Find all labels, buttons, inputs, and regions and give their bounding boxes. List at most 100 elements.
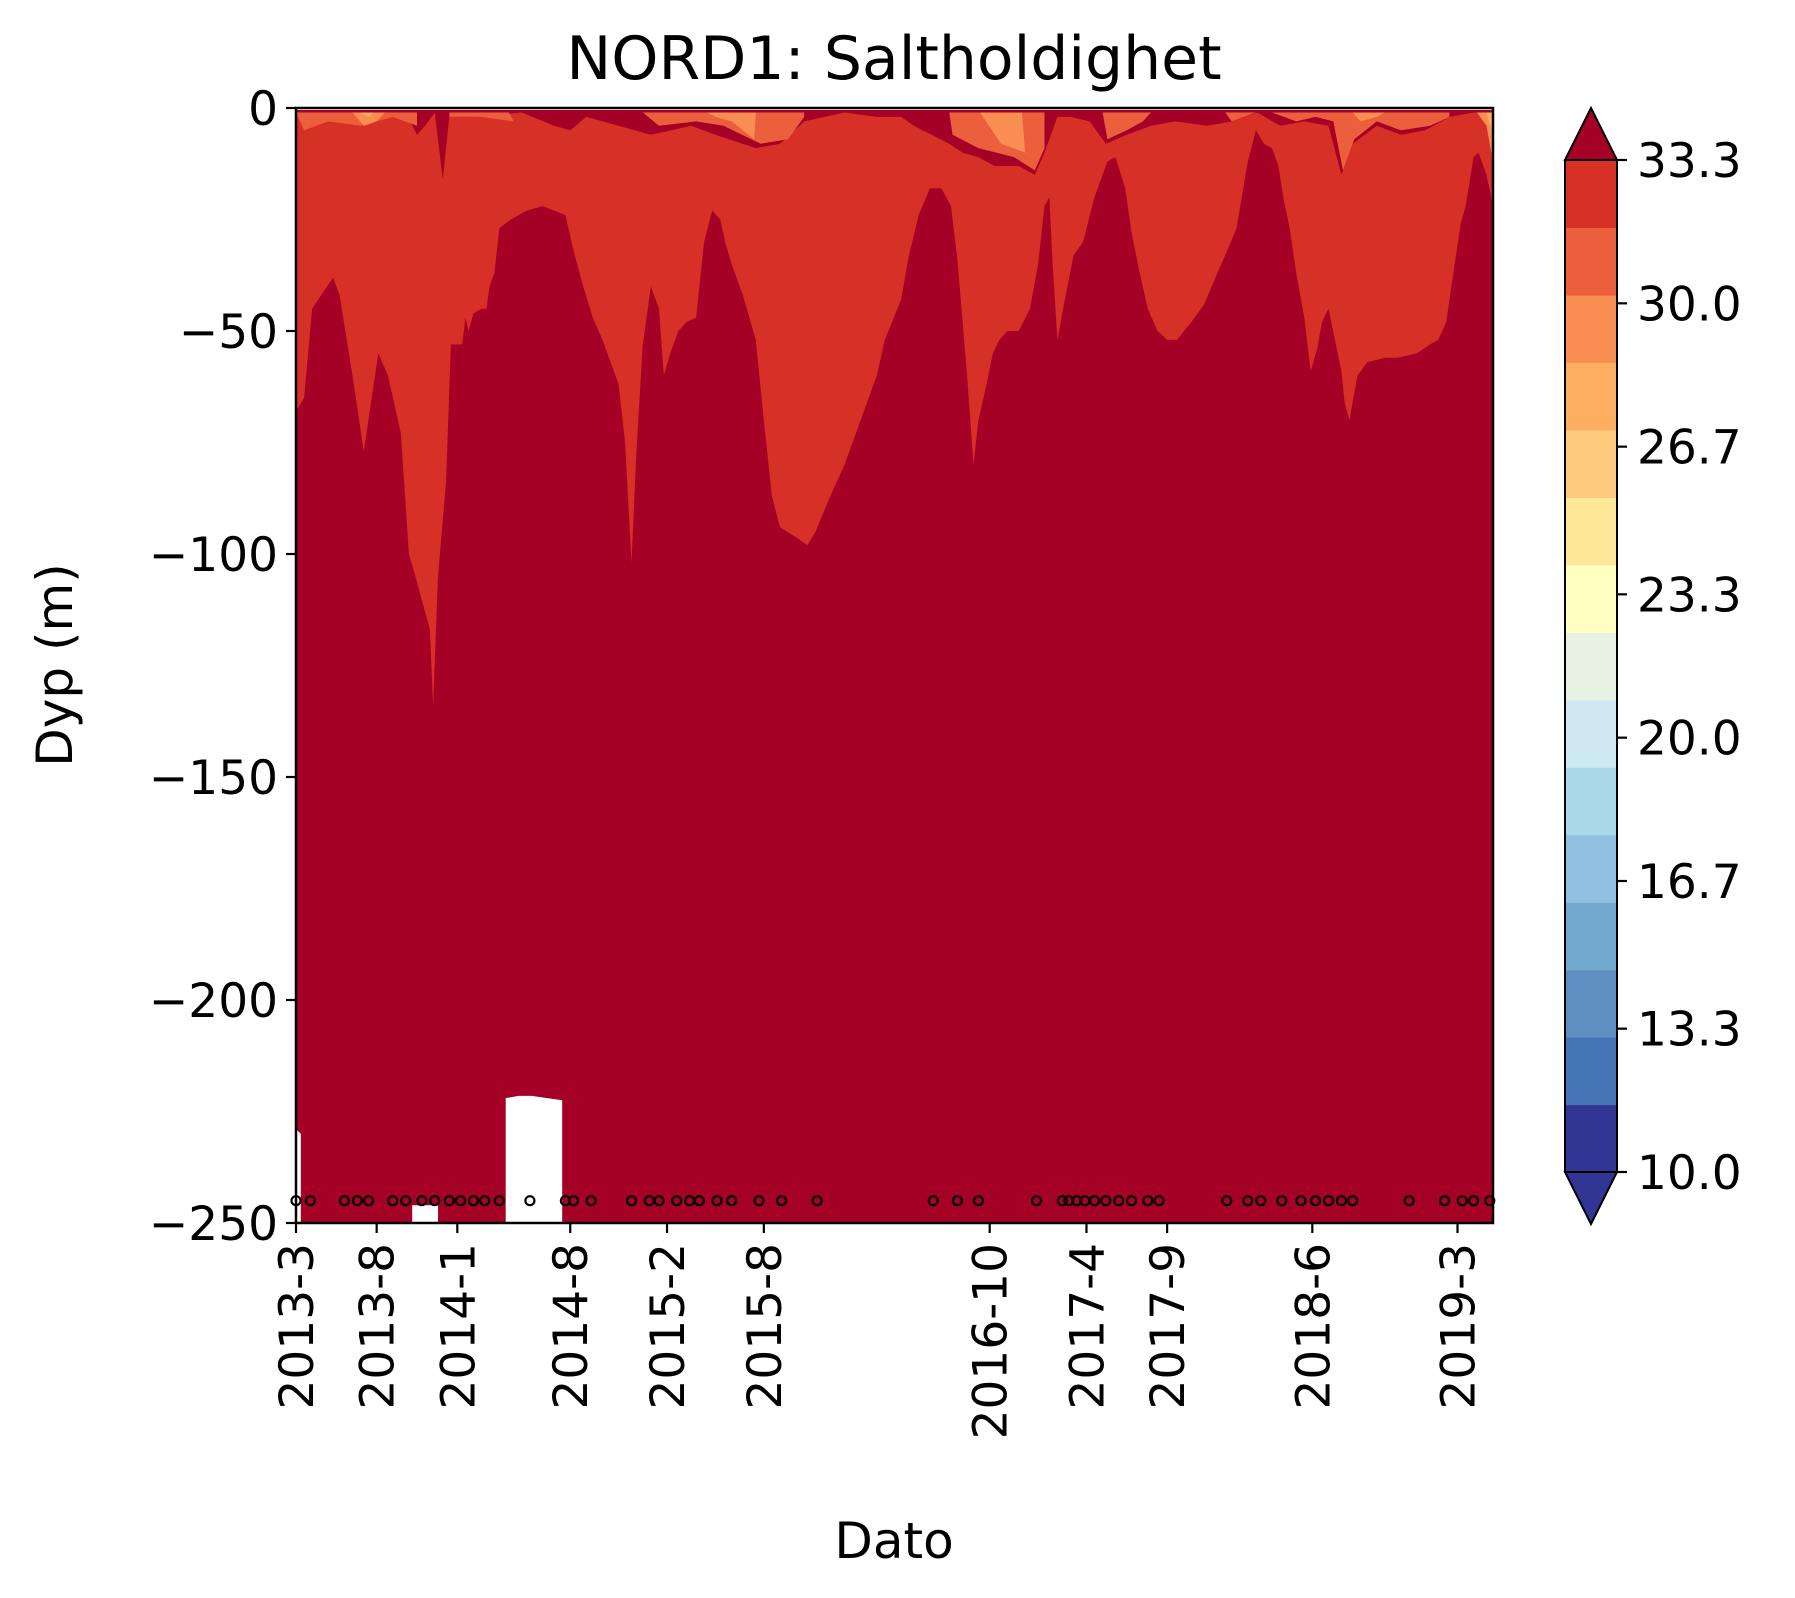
band-30-0-31-7-patch-0 [296, 112, 417, 131]
sample-marker [400, 1195, 412, 1207]
band-26-7-28-3-patch-0 [360, 112, 374, 117]
y-tick-label: −150 [149, 751, 278, 806]
sample-marker [972, 1195, 985, 1207]
sample-marker [753, 1195, 765, 1207]
sample-marker [1125, 1195, 1138, 1207]
band-28-3-30-0-patch-4 [1476, 112, 1493, 162]
sample-marker [1221, 1195, 1233, 1207]
colorbar-segment [1565, 632, 1617, 701]
band-no-data-patch-0 [505, 1095, 563, 1223]
sample-marker [1467, 1195, 1480, 1207]
sample-markers [290, 1195, 1496, 1207]
sample-marker [775, 1195, 788, 1207]
sample-marker [671, 1195, 683, 1207]
colorbar-segment [1565, 227, 1617, 296]
colorbar-segment [1565, 294, 1617, 363]
x-tick-label: 2013-8 [351, 1243, 406, 1409]
band-no-data-patch-1 [412, 1205, 438, 1223]
x-axis-title: Dato [834, 1512, 953, 1570]
sample-marker [1484, 1195, 1496, 1207]
sample-marker [493, 1195, 505, 1207]
sample-marker [387, 1195, 399, 1207]
sample-marker [625, 1195, 638, 1207]
sample-marker [725, 1195, 738, 1207]
y-axis: 0 −50 −100 −150 −200 −250 [149, 82, 296, 1252]
colorbar-tick-label: 23.3 [1637, 568, 1742, 623]
x-tick-label: 2014-1 [431, 1243, 486, 1409]
band-28-3-30-0-patch-2 [980, 112, 1026, 153]
sample-marker [479, 1195, 491, 1207]
sample-marker [1113, 1195, 1125, 1207]
sample-marker [338, 1195, 350, 1207]
sample-marker [304, 1195, 317, 1207]
plot-area [296, 108, 1493, 1223]
sample-marker [416, 1195, 428, 1207]
colorbar-segment [1565, 429, 1617, 498]
plot-frame [294, 106, 1495, 1225]
band-30-0-31-7-patch-4 [1102, 112, 1151, 140]
colorbar-over-extend [1563, 105, 1619, 161]
sample-marker [927, 1195, 939, 1207]
sample-marker [454, 1195, 467, 1207]
sample-marker [467, 1195, 480, 1207]
sample-marker [1255, 1195, 1267, 1207]
colorbar-segment [1565, 1104, 1617, 1173]
x-tick-label: 2017-9 [1141, 1243, 1196, 1409]
band-28-3-30-0-patch-1 [707, 112, 756, 140]
colorbar-segment [1565, 699, 1617, 768]
colorbar-segment [1565, 564, 1617, 633]
y-tick-label: −100 [149, 528, 278, 583]
colorbar-tick-label: 13.3 [1637, 1003, 1742, 1058]
sample-marker [1142, 1195, 1154, 1207]
sample-marker [351, 1195, 363, 1207]
x-tick-label: 2015-8 [738, 1243, 793, 1409]
sample-marker [693, 1195, 705, 1207]
colorbar-segment [1565, 834, 1617, 903]
x-tick-label: 2019-3 [1432, 1243, 1487, 1409]
sample-marker [429, 1195, 441, 1207]
x-tick-label: 2018-6 [1286, 1243, 1341, 1409]
x-tick-label: 2014-8 [544, 1243, 599, 1409]
colorbar-tick-label: 16.7 [1637, 855, 1742, 910]
colorbar-tick-label: 26.7 [1637, 421, 1742, 476]
sample-marker [443, 1195, 455, 1207]
band-30-0-31-7-patch-5 [1225, 112, 1256, 122]
sample-marker [711, 1195, 723, 1207]
sample-marker [1153, 1195, 1165, 1207]
band-31-7-to-33-3 [296, 112, 1493, 706]
sample-marker [567, 1195, 580, 1207]
sample-marker [1242, 1195, 1254, 1207]
sample-marker [1322, 1195, 1335, 1207]
colorbar-tick-label: 33.3 [1637, 134, 1742, 189]
sample-marker [524, 1195, 536, 1207]
sample-marker [1403, 1195, 1415, 1207]
x-tick-label: 2015-2 [641, 1243, 696, 1409]
sample-marker [653, 1195, 665, 1207]
band-28-3-30-0-patch-0 [352, 112, 385, 126]
sample-marker [1335, 1195, 1348, 1207]
sample-marker [1088, 1195, 1101, 1207]
sample-marker [1030, 1195, 1043, 1207]
band-30-0-31-7-patch-2 [642, 112, 805, 144]
sample-marker [811, 1195, 823, 1207]
sample-marker [1100, 1195, 1112, 1207]
sample-marker [1295, 1195, 1307, 1207]
colorbar-segment [1565, 362, 1617, 431]
band-28-3-30-0-patch-3 [1352, 112, 1385, 122]
y-tick-label: 0 [248, 82, 278, 137]
sample-marker [1347, 1195, 1359, 1207]
y-axis-title: Dyp (m) [26, 563, 84, 766]
colorbar-under-extend [1563, 1171, 1619, 1227]
sample-marker [1456, 1195, 1468, 1207]
x-axis: 2013-3 2013-8 2014-1 2014-8 2015-2 2015-8 2016… [270, 1223, 1487, 1439]
x-tick-label: 2016-10 [964, 1243, 1019, 1439]
colorbar-tick-label: 20.0 [1637, 712, 1742, 767]
band-30-0-31-7-patch-6 [1272, 112, 1450, 171]
colorbar-segment [1565, 1037, 1617, 1106]
colorbar-frame [1564, 159, 1618, 1173]
sample-marker [1438, 1195, 1451, 1207]
colorbar-segment [1565, 902, 1617, 971]
sample-marker [1276, 1195, 1288, 1207]
